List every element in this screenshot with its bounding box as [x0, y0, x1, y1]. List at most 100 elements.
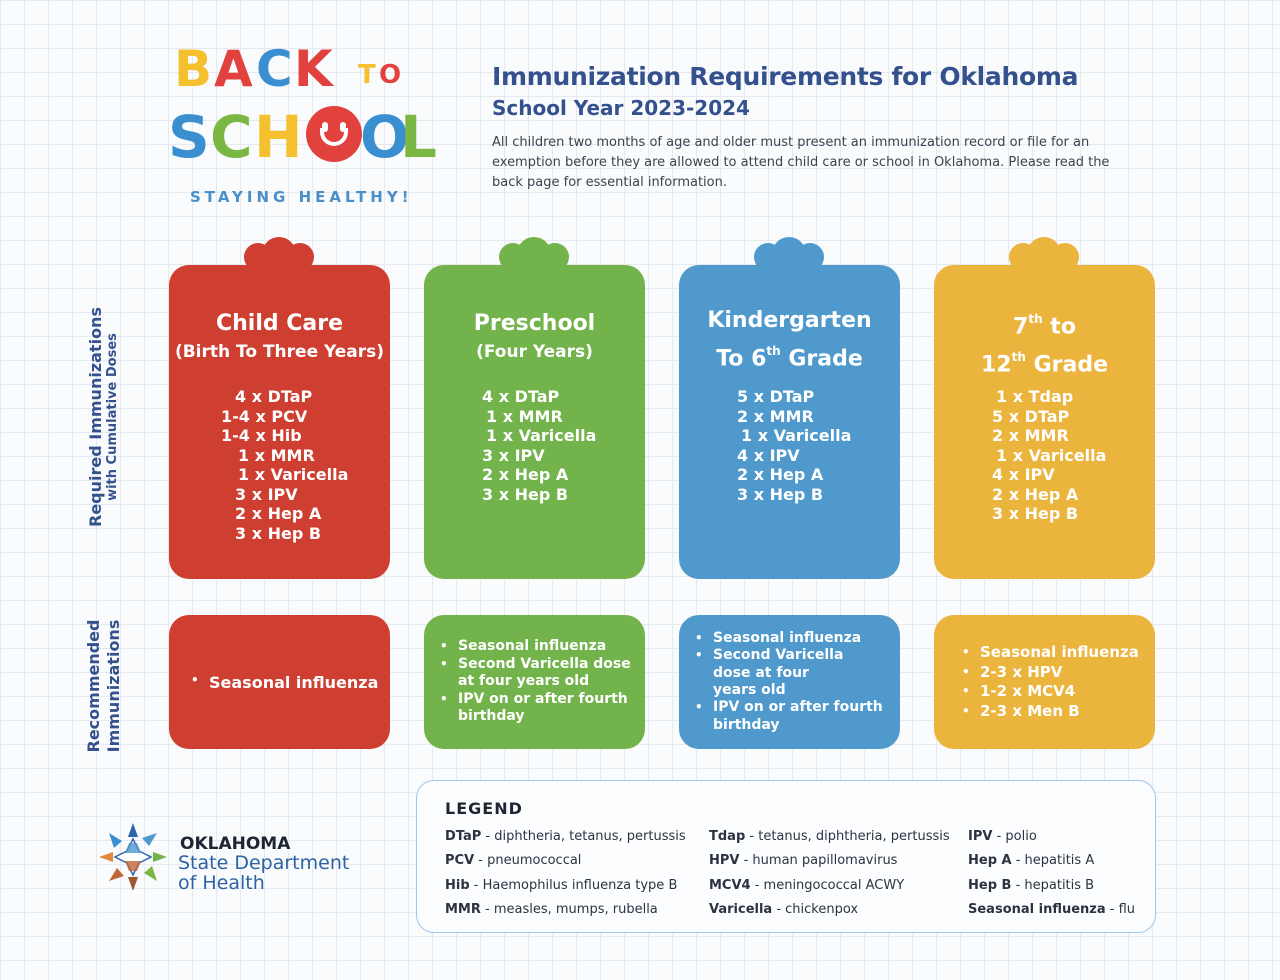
card-title: Preschool	[473, 311, 596, 336]
logo-letter: A	[214, 40, 253, 98]
dose-item: 4 x IPV	[992, 465, 1055, 484]
card-child-care: Child Care (Birth To Three Years) 4 x DT…	[169, 237, 390, 579]
bow-icon	[499, 237, 569, 271]
logo-letter: B	[174, 40, 213, 98]
legend-column: Tdap - tetanus, diphtheria, pertussis HP…	[709, 829, 950, 926]
agency-name-line1: OKLAHOMA	[180, 834, 291, 854]
recommended-item: IPV on or after fourth birthday	[689, 699, 894, 734]
dose-item: 3 x Hep B	[235, 523, 322, 543]
legend-item: IPV - polio	[968, 829, 1037, 844]
dose-item: 2 x Hep A	[992, 484, 1079, 504]
logo-letter: O	[379, 60, 402, 90]
legend-item: Varicella - chickenpox	[709, 901, 859, 917]
dose-item: 3 x IPV	[235, 484, 298, 504]
card-subtitle: (Four Years)	[476, 342, 593, 362]
card-title-line2: 12th Grade	[981, 350, 1108, 378]
recommended-7th-to-12th: Seasonal influenza 2-3 x HPV 1-2 x MCV4 …	[934, 615, 1155, 749]
recommended-item: IPV on or after fourth birthday	[434, 691, 639, 726]
dose-item: 4 x IPV	[737, 445, 800, 465]
agency-name-line3: of Health	[178, 872, 265, 894]
dose-list: 1 x Tdap 5 x DTaP 2 x MMR 1 x Varicella …	[992, 387, 1106, 524]
card-subtitle: (Birth To Three Years)	[174, 342, 385, 362]
recommended-item: Seasonal influenza	[689, 630, 894, 648]
logo-letter: K	[294, 40, 333, 98]
dose-item: 2 x Hep A	[482, 465, 569, 484]
legend-box: LEGEND DTaP - diphtheria, tetanus, pertu…	[416, 780, 1156, 933]
legend-title: LEGEND	[445, 799, 523, 818]
recommended-label-line1: Recommended	[84, 619, 103, 753]
dose-item: 4 x DTaP	[235, 387, 313, 406]
logo-letter: S	[168, 103, 210, 171]
legend-item: PCV - pneumococcal	[445, 853, 582, 869]
dose-item: 1 x Varicella	[741, 426, 852, 445]
legend-column: DTaP - diphtheria, tetanus, pertussis PC…	[445, 829, 686, 926]
dose-list: 4 x DTaP 1-4 x PCV 1-4 x Hib 1 x MMR 1 x…	[221, 387, 348, 543]
required-label-line2: with Cumulative Doses	[105, 333, 120, 501]
dose-item: 1 x Tdap	[996, 387, 1074, 406]
dose-item: 1 x Varicella	[486, 426, 597, 445]
page-title: Immunization Requirements for Oklahoma	[492, 62, 1079, 91]
dose-item: 1 x MMR	[486, 406, 563, 426]
dose-item: 3 x Hep B	[737, 484, 824, 504]
recommended-label-line2: Immunizations	[104, 619, 123, 753]
logo-letter: C	[210, 103, 253, 171]
logo-letter: C	[256, 40, 293, 98]
legend-item: Seasonal influenza - flu	[968, 901, 1136, 917]
logo-letter: L	[400, 103, 437, 171]
dose-item: 5 x DTaP	[992, 406, 1070, 426]
logo-letter: H	[254, 103, 303, 171]
logo-letter: T	[358, 60, 376, 90]
recommended-item: Seasonal influenza	[434, 638, 639, 656]
legend-item: Tdap - tetanus, diphtheria, pertussis	[709, 829, 950, 844]
dose-list: 4 x DTaP 1 x MMR 1 x Varicella 3 x IPV 2…	[482, 387, 596, 504]
intro-paragraph: All children two months of age and older…	[492, 135, 1110, 190]
dose-item: 1 x MMR	[238, 445, 315, 465]
logo-tagline: STAYING HEALTHY!	[190, 188, 413, 206]
recommended-preschool: Seasonal influenza Second Varicella dose…	[424, 615, 645, 749]
dose-item: 1-4 x PCV	[221, 406, 308, 426]
dose-item: 1-4 x Hib	[221, 426, 302, 445]
recommended-item: Seasonal influenza	[185, 673, 378, 692]
card-title: 7th to	[1013, 312, 1076, 340]
bow-icon	[244, 237, 314, 271]
dose-item: 2 x MMR	[737, 406, 814, 426]
dose-item: 3 x IPV	[482, 445, 545, 465]
recommended-child-care: Seasonal influenza	[169, 615, 390, 749]
legend-item: Hib - Haemophilus influenza type B	[445, 877, 678, 893]
dose-item: 2 x Hep A	[235, 504, 322, 523]
recommended-item: 2-3 x Men B	[956, 702, 1139, 722]
card-title: Child Care	[215, 311, 344, 336]
oklahoma-star-logo-icon	[99, 823, 167, 891]
legend-item: Hep A - hepatitis A	[968, 853, 1095, 869]
bow-icon	[1009, 237, 1079, 271]
recommended-item: 1-2 x MCV4	[956, 682, 1139, 702]
card-kindergarten-to-6th: Kindergarten To 6th Grade 5 x DTaP 2 x M…	[679, 237, 900, 579]
dose-item: 2 x Hep A	[737, 465, 824, 484]
dose-item: 1 x Varicella	[238, 465, 349, 484]
required-label-line1: Required Immunizations	[86, 307, 105, 527]
page-subtitle: School Year 2023-2024	[492, 96, 750, 120]
recommended-kindergarten-to-6th: Seasonal influenza Second Varicella dose…	[679, 615, 900, 749]
agency-name-line2: State Department	[178, 852, 350, 874]
smiley-face-icon	[306, 106, 362, 162]
recommended-item: Seasonal influenza	[956, 643, 1139, 663]
required-immunizations-label: Required Immunizations with Cumulative D…	[86, 302, 120, 532]
recommended-item: Second Varicella dose at four years old	[434, 656, 639, 691]
dose-item: 4 x DTaP	[482, 387, 560, 406]
card-7th-to-12th: 7th to 12th Grade 1 x Tdap 5 x DTaP 2 x …	[934, 237, 1155, 579]
legend-item: Hep B - hepatitis B	[968, 877, 1095, 893]
dose-list: 5 x DTaP 2 x MMR 1 x Varicella 4 x IPV 2…	[737, 387, 851, 504]
dose-item: 1 x Varicella	[996, 445, 1107, 465]
legend-item: MCV4 - meningococcal ACWY	[709, 877, 905, 893]
recommended-item: Second Varicella dose at four years old	[689, 647, 894, 699]
dose-item: 2 x MMR	[992, 426, 1069, 445]
bow-icon	[754, 237, 824, 271]
legend-item: DTaP - diphtheria, tetanus, pertussis	[445, 829, 686, 844]
dose-item: 5 x DTaP	[737, 387, 815, 406]
recommended-item: 2-3 x HPV	[956, 663, 1139, 683]
legend-item: HPV - human papillomavirus	[709, 853, 898, 869]
card-preschool: Preschool (Four Years) 4 x DTaP 1 x MMR …	[424, 237, 645, 579]
dose-item: 3 x Hep B	[992, 504, 1079, 523]
dose-item: 3 x Hep B	[482, 484, 569, 504]
card-title-line2: To 6th Grade	[716, 344, 863, 372]
